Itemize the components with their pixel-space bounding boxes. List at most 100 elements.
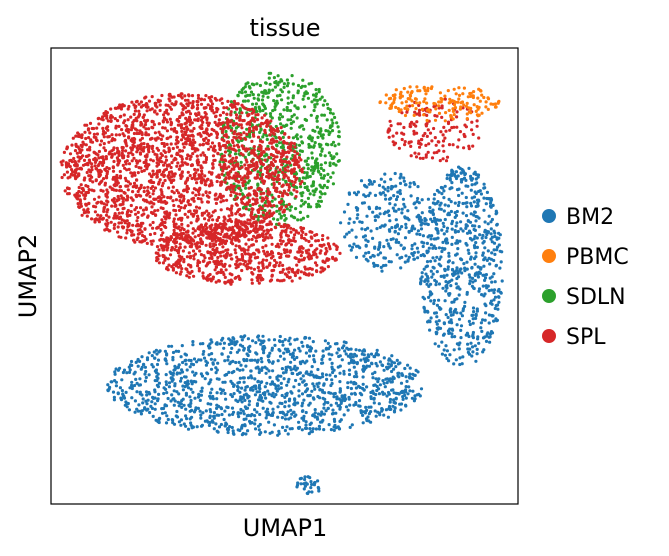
point-spl bbox=[191, 196, 196, 200]
point-bm2 bbox=[320, 420, 324, 424]
point-spl bbox=[169, 127, 174, 131]
point-spl bbox=[168, 196, 173, 200]
point-spl bbox=[90, 165, 94, 169]
point-spl bbox=[94, 178, 98, 182]
point-sdln bbox=[267, 88, 271, 92]
point-spl bbox=[82, 158, 87, 162]
point-bm2 bbox=[235, 367, 239, 371]
point-bm2 bbox=[401, 397, 405, 401]
point-bm2 bbox=[474, 219, 478, 223]
point-sdln bbox=[331, 121, 335, 125]
point-bm2 bbox=[405, 379, 409, 383]
point-spl bbox=[167, 97, 171, 101]
point-bm2 bbox=[442, 224, 446, 229]
point-sdln bbox=[310, 139, 314, 143]
point-bm2 bbox=[400, 211, 404, 215]
point-bm2 bbox=[369, 352, 374, 356]
point-spl bbox=[184, 132, 188, 137]
point-spl bbox=[132, 238, 136, 242]
point-bm2 bbox=[373, 409, 377, 413]
point-sdln bbox=[320, 113, 324, 117]
point-bm2 bbox=[463, 300, 467, 304]
point-bm2 bbox=[269, 413, 273, 417]
point-bm2 bbox=[458, 341, 462, 345]
point-bm2 bbox=[439, 264, 443, 268]
point-sdln bbox=[238, 107, 242, 111]
point-bm2 bbox=[128, 368, 132, 372]
point-spl bbox=[114, 203, 118, 207]
point-bm2 bbox=[481, 241, 485, 245]
series-spl bbox=[59, 92, 481, 286]
point-bm2 bbox=[474, 359, 478, 363]
point-spl bbox=[180, 96, 184, 100]
point-bm2 bbox=[171, 355, 175, 360]
point-bm2 bbox=[271, 369, 275, 373]
point-spl bbox=[265, 119, 269, 123]
point-bm2 bbox=[277, 348, 281, 352]
point-bm2 bbox=[145, 393, 149, 397]
point-bm2 bbox=[339, 418, 343, 422]
point-spl bbox=[240, 165, 244, 169]
point-bm2 bbox=[278, 334, 282, 339]
point-spl bbox=[182, 206, 187, 210]
point-bm2 bbox=[242, 380, 246, 384]
point-spl bbox=[182, 194, 186, 198]
point-spl bbox=[87, 136, 91, 140]
point-spl bbox=[105, 127, 109, 131]
point-sdln bbox=[275, 209, 279, 213]
point-bm2 bbox=[416, 185, 420, 189]
point-bm2 bbox=[352, 380, 356, 385]
point-sdln bbox=[281, 143, 285, 147]
point-bm2 bbox=[404, 183, 408, 187]
point-bm2 bbox=[363, 183, 367, 187]
point-bm2 bbox=[453, 229, 457, 233]
point-spl bbox=[184, 140, 188, 145]
point-spl bbox=[141, 149, 145, 153]
point-spl bbox=[144, 127, 148, 131]
point-bm2 bbox=[498, 249, 502, 253]
point-bm2 bbox=[409, 194, 413, 198]
point-bm2 bbox=[194, 380, 198, 384]
point-bm2 bbox=[305, 387, 310, 391]
point-spl bbox=[185, 177, 189, 181]
point-bm2 bbox=[378, 243, 382, 247]
point-spl bbox=[101, 163, 105, 167]
point-spl bbox=[132, 140, 136, 144]
point-sdln bbox=[255, 82, 259, 86]
point-bm2 bbox=[348, 425, 352, 429]
point-spl bbox=[120, 151, 124, 155]
point-spl bbox=[231, 185, 235, 189]
point-bm2 bbox=[410, 247, 414, 251]
point-spl bbox=[105, 218, 109, 222]
point-bm2 bbox=[265, 413, 269, 417]
point-spl bbox=[125, 124, 129, 128]
point-spl bbox=[108, 150, 112, 154]
point-spl bbox=[287, 178, 291, 182]
point-bm2 bbox=[394, 184, 398, 188]
point-bm2 bbox=[322, 428, 326, 432]
point-bm2 bbox=[361, 368, 365, 372]
point-spl bbox=[103, 183, 107, 187]
point-bm2 bbox=[324, 373, 328, 377]
point-bm2 bbox=[192, 357, 197, 361]
point-bm2 bbox=[483, 276, 488, 280]
point-spl bbox=[197, 192, 201, 197]
point-sdln bbox=[282, 108, 286, 112]
point-bm2 bbox=[391, 185, 395, 189]
point-bm2 bbox=[388, 400, 392, 404]
point-bm2 bbox=[347, 368, 352, 372]
point-bm2 bbox=[360, 393, 364, 397]
point-spl bbox=[300, 180, 304, 184]
point-bm2 bbox=[355, 244, 359, 248]
point-bm2 bbox=[138, 377, 142, 381]
point-bm2 bbox=[307, 372, 311, 376]
point-bm2 bbox=[445, 356, 449, 361]
point-bm2 bbox=[418, 219, 422, 223]
point-sdln bbox=[319, 172, 323, 177]
point-bm2 bbox=[274, 386, 278, 390]
point-bm2 bbox=[255, 390, 259, 394]
point-spl bbox=[208, 107, 213, 111]
point-bm2 bbox=[180, 399, 184, 403]
point-spl bbox=[154, 213, 158, 217]
point-spl bbox=[251, 215, 256, 219]
